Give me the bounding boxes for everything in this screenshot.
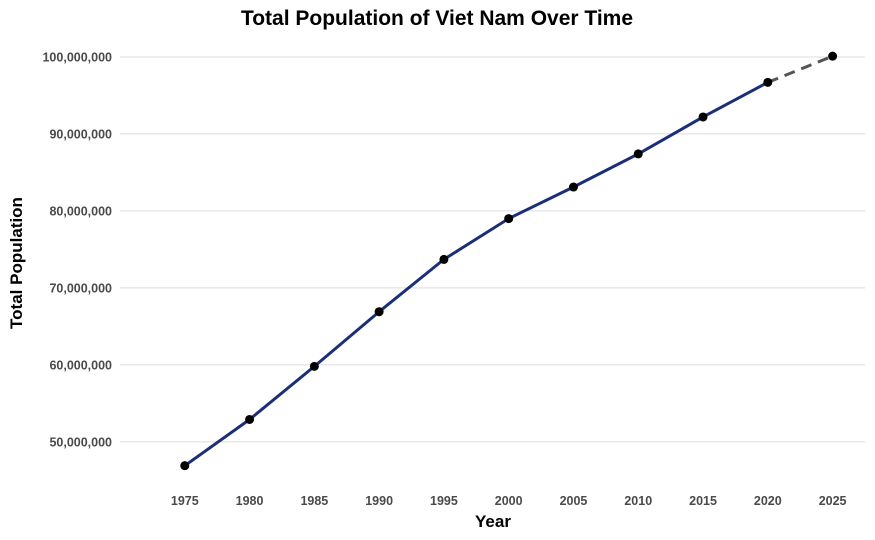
data-point [180, 461, 190, 471]
data-point [309, 361, 319, 371]
series-lines [183, 54, 834, 468]
y-tick-label: 70,000,000 [49, 281, 112, 295]
x-tick-label: 1975 [171, 494, 199, 508]
x-tick-label: 2015 [689, 494, 717, 508]
y-tick-label: 90,000,000 [49, 127, 112, 141]
data-point [633, 149, 643, 159]
data-point [245, 414, 255, 424]
data-point [698, 112, 708, 122]
data-point [763, 77, 773, 87]
y-axis-tick-labels: 50,000,000 60,000,000 70,000,000 80,000,000… [42, 50, 112, 449]
x-tick-label: 2025 [819, 494, 847, 508]
data-point [828, 51, 838, 61]
x-axis-tick-labels: 1975 1980 1985 1990 1995 2000 2005 2010 2015 2020… [171, 494, 847, 508]
y-tick-label: 80,000,000 [49, 204, 112, 218]
chart-title: Total Population of Viet Nam Over Time [241, 7, 633, 30]
x-tick-label: 1990 [365, 494, 393, 508]
x-tick-label: 1980 [236, 494, 264, 508]
gridlines [120, 56, 865, 443]
y-tick-label: 60,000,000 [49, 358, 112, 372]
x-tick-label: 1985 [300, 494, 328, 508]
data-points [180, 51, 838, 471]
x-tick-label: 2000 [495, 494, 523, 508]
series-line [183, 80, 770, 468]
projection-line [767, 54, 834, 84]
y-tick-label: 100,000,000 [42, 50, 112, 64]
x-tick-label: 2010 [624, 494, 652, 508]
x-tick-label: 1995 [430, 494, 458, 508]
data-point [374, 307, 384, 317]
data-point [439, 254, 449, 264]
data-point [504, 214, 514, 224]
x-axis-title: Year [475, 512, 511, 531]
y-axis-title: Total Population [7, 197, 26, 329]
data-point [568, 182, 578, 192]
x-tick-label: 2005 [560, 494, 588, 508]
x-tick-label: 2020 [754, 494, 782, 508]
y-tick-label: 50,000,000 [49, 435, 112, 449]
